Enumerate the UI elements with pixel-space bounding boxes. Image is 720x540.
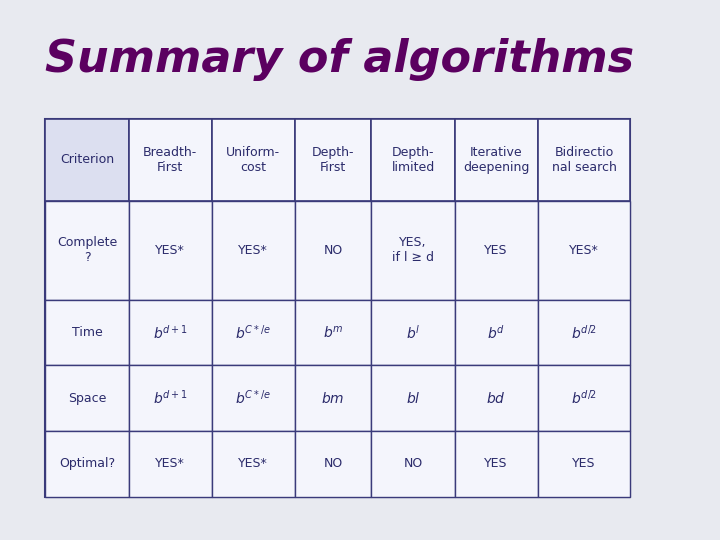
Bar	[212, 119, 294, 201]
Text: NO: NO	[323, 457, 343, 470]
Bar	[45, 201, 129, 300]
Text: Bidirectio
nal search: Bidirectio nal search	[552, 146, 616, 174]
Bar	[454, 119, 538, 201]
Text: Space: Space	[68, 392, 107, 404]
Bar	[294, 300, 372, 366]
Text: YES*: YES*	[238, 244, 268, 257]
Text: YES: YES	[485, 244, 508, 257]
Bar	[212, 431, 294, 497]
Text: Criterion: Criterion	[60, 153, 114, 166]
Bar	[45, 119, 129, 201]
Text: NO: NO	[403, 457, 423, 470]
Bar	[372, 300, 454, 366]
Text: Depth-
limited: Depth- limited	[392, 146, 435, 174]
Text: Breadth-
First: Breadth- First	[143, 146, 197, 174]
Bar	[454, 201, 538, 300]
Text: $b^l$: $b^l$	[406, 323, 420, 341]
Bar	[212, 201, 294, 300]
Bar	[538, 431, 630, 497]
Text: Depth-
First: Depth- First	[312, 146, 354, 174]
Text: $b^{d/2}$: $b^{d/2}$	[571, 323, 597, 341]
Text: $b^{C*/e}$: $b^{C*/e}$	[235, 389, 271, 408]
Bar	[372, 201, 454, 300]
Bar	[45, 119, 630, 497]
Text: $b^m$: $b^m$	[323, 325, 343, 340]
Text: $b^{d+1}$: $b^{d+1}$	[153, 323, 188, 341]
Bar	[45, 431, 129, 497]
Text: YES,
if l ≥ d: YES, if l ≥ d	[392, 237, 434, 264]
Bar	[454, 366, 538, 431]
Text: Complete
?: Complete ?	[57, 237, 117, 264]
Bar	[294, 431, 372, 497]
Bar	[45, 366, 129, 431]
Text: $bl$: $bl$	[405, 391, 420, 406]
Text: $bd$: $bd$	[486, 391, 506, 406]
Bar	[212, 366, 294, 431]
Bar	[45, 300, 129, 366]
Text: Time: Time	[72, 326, 102, 339]
Text: Optimal?: Optimal?	[59, 457, 115, 470]
Text: $b^{C*/e}$: $b^{C*/e}$	[235, 323, 271, 342]
Bar	[372, 366, 454, 431]
Bar	[372, 431, 454, 497]
Bar	[294, 366, 372, 431]
Bar	[538, 201, 630, 300]
Text: Iterative
deepening: Iterative deepening	[463, 146, 529, 174]
Bar	[129, 366, 212, 431]
Bar	[372, 119, 454, 201]
Bar	[294, 201, 372, 300]
Text: YES: YES	[485, 457, 508, 470]
Text: Summary of algorithms: Summary of algorithms	[45, 38, 634, 81]
Text: YES*: YES*	[156, 244, 185, 257]
Text: $bm$: $bm$	[321, 391, 345, 406]
Text: $b^d$: $b^d$	[487, 323, 505, 341]
Bar	[538, 366, 630, 431]
Text: NO: NO	[323, 244, 343, 257]
Bar	[129, 201, 212, 300]
Bar	[129, 300, 212, 366]
Text: $b^{d/2}$: $b^{d/2}$	[571, 389, 597, 407]
Text: YES: YES	[572, 457, 595, 470]
Text: $b^{d+1}$: $b^{d+1}$	[153, 389, 188, 407]
Bar	[129, 431, 212, 497]
Text: YES*: YES*	[238, 457, 268, 470]
Bar	[454, 300, 538, 366]
Bar	[294, 119, 372, 201]
Bar	[538, 119, 630, 201]
Bar	[454, 431, 538, 497]
Bar	[538, 300, 630, 366]
Bar	[212, 300, 294, 366]
Text: Uniform-
cost: Uniform- cost	[226, 146, 280, 174]
Bar	[129, 119, 212, 201]
Text: YES*: YES*	[569, 244, 599, 257]
Text: YES*: YES*	[156, 457, 185, 470]
